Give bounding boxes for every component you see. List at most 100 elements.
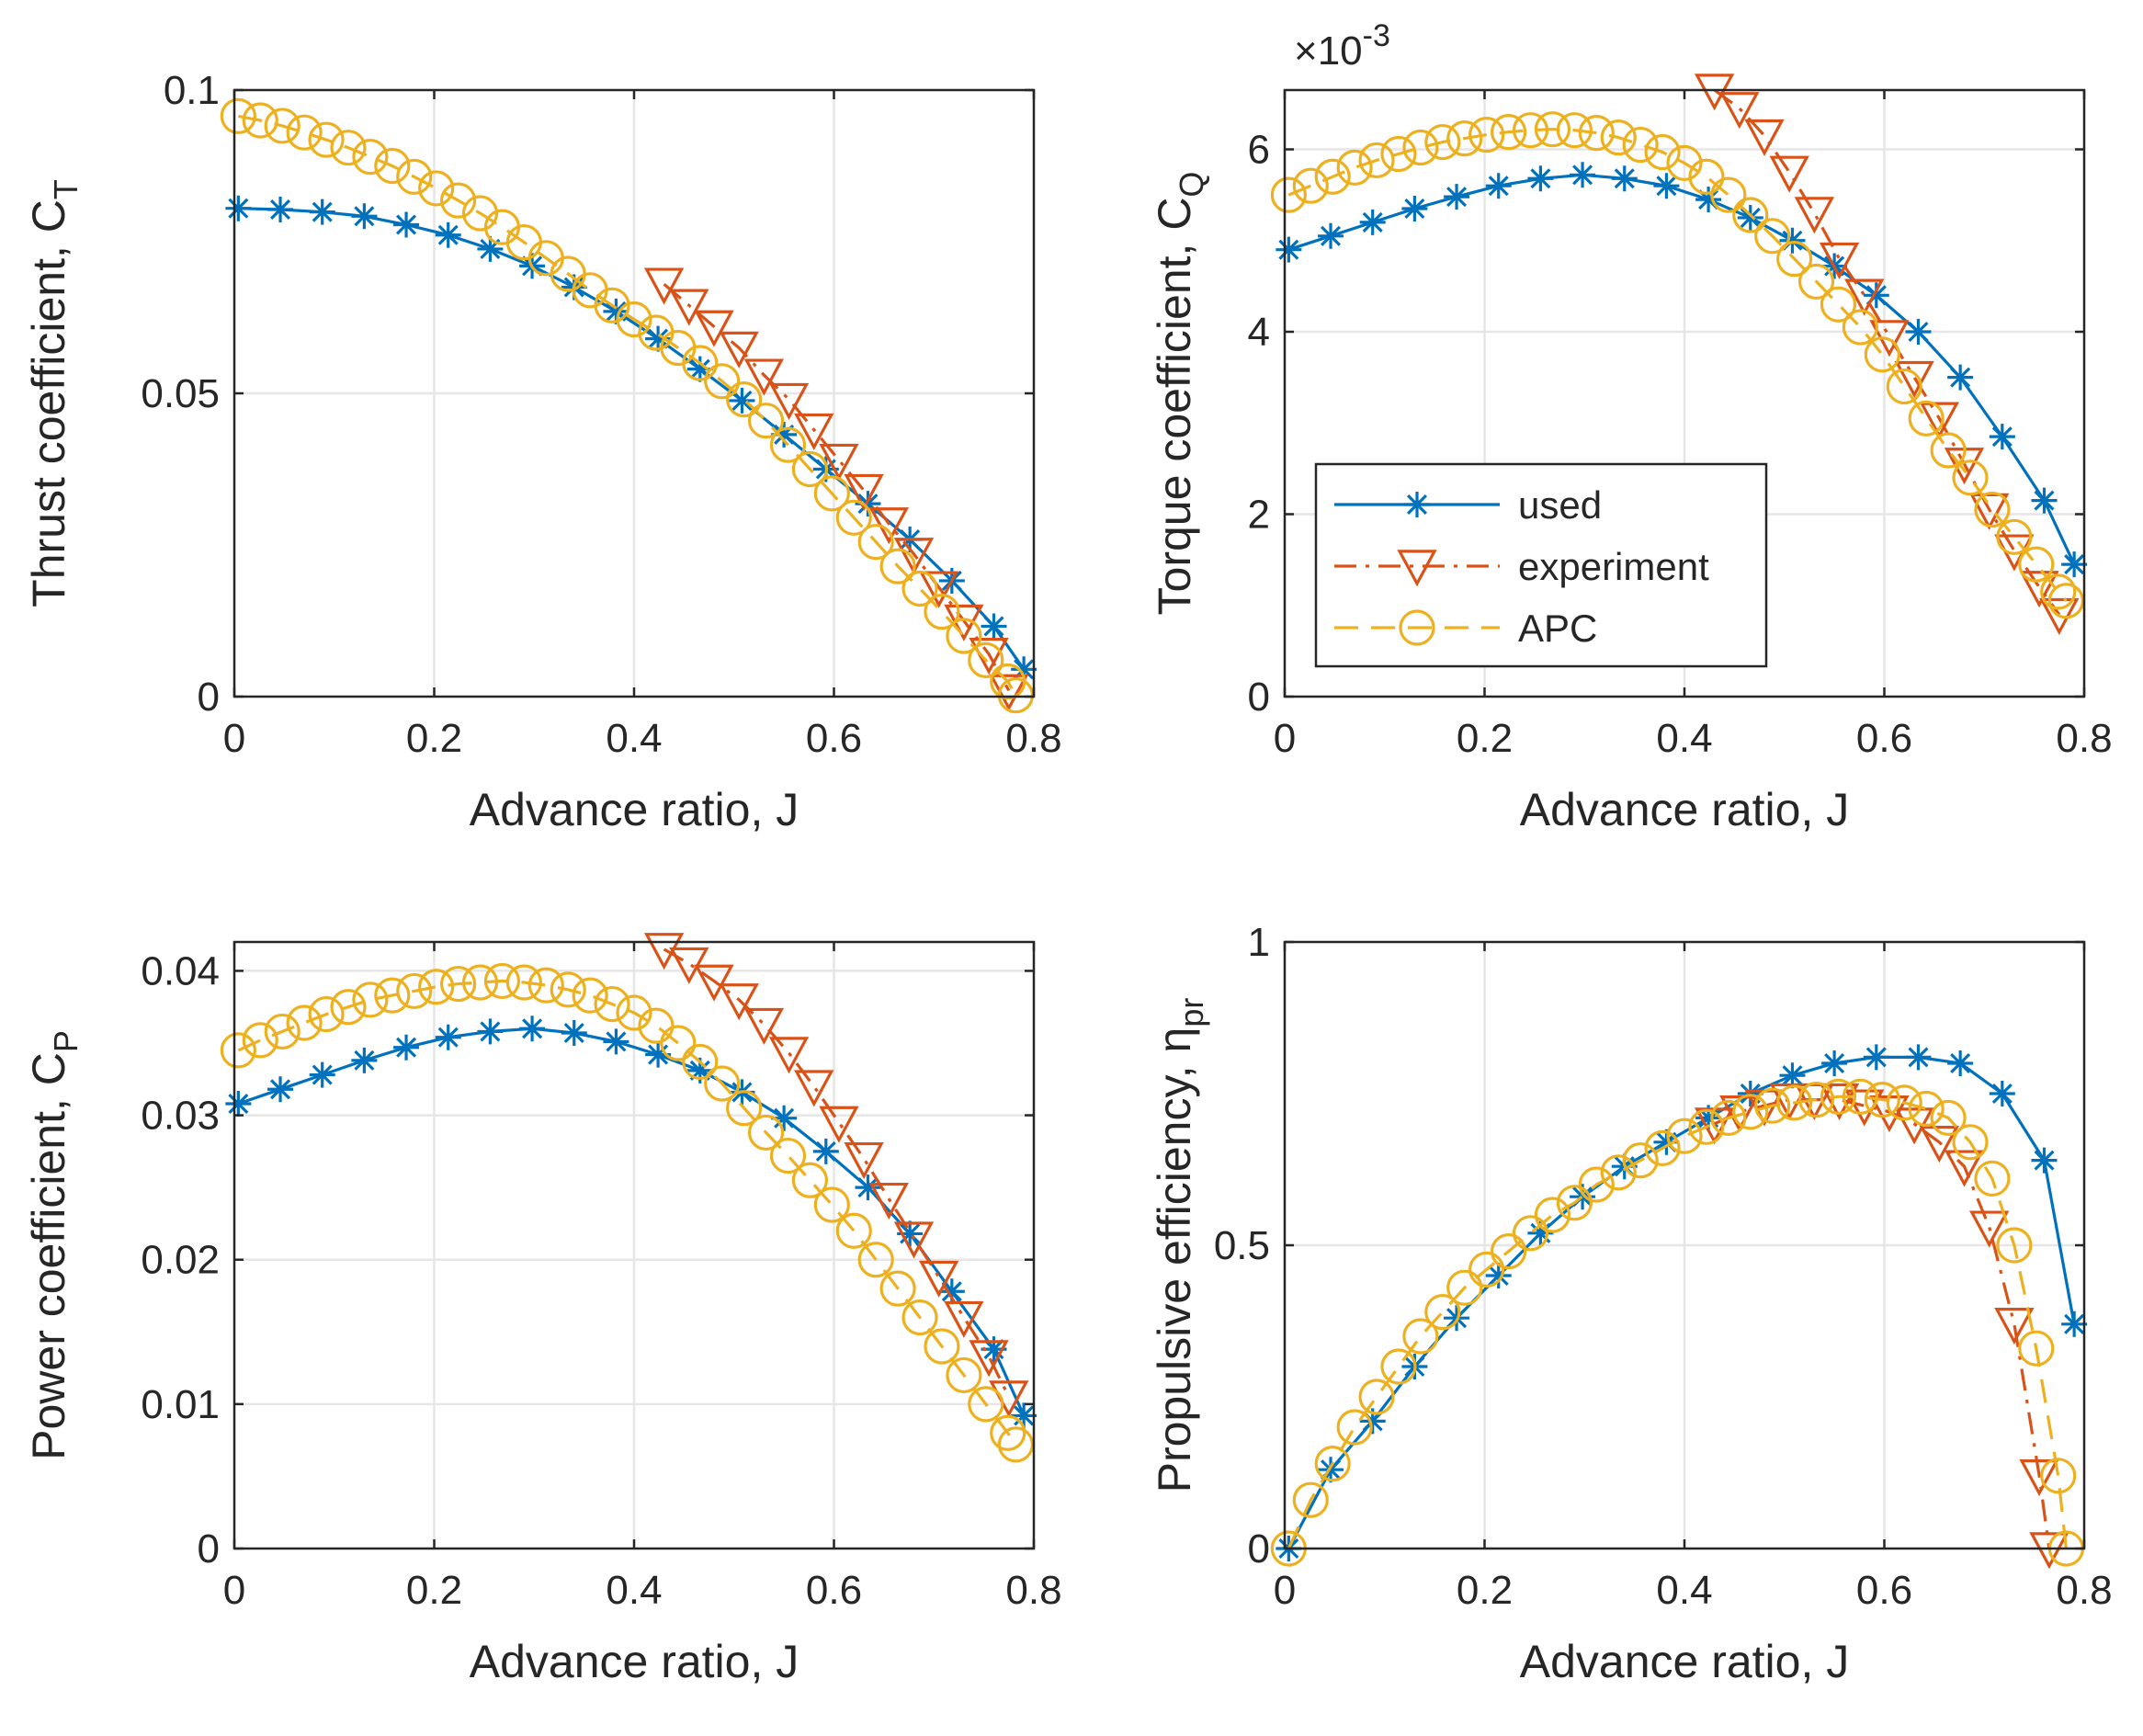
efficiency-used-point (1527, 1220, 1554, 1246)
panel-thrust: 0 0.2 0.4 0.6 0.8 0 0.05 0.1 Advance ratio, J Thr… (23, 68, 1062, 835)
efficiency-used-point-shape (2061, 1311, 2088, 1337)
power-APC-point-shape (791, 1162, 829, 1198)
torque-APC-point (1292, 167, 1329, 204)
power-experiment-point (969, 1340, 1009, 1378)
torque-exponent-power: -3 (1363, 18, 1390, 53)
thrust-APC-point-shape (857, 524, 894, 561)
efficiency-xlabel: Advance ratio, J (1520, 1636, 1850, 1687)
power-APC-point-shape (747, 1114, 785, 1152)
torque-used-point (1989, 424, 2015, 450)
power-experiment-point-shape (694, 964, 734, 1002)
torque-APC-point (1996, 518, 2033, 555)
efficiency-APC-point-shape (1336, 1409, 1373, 1446)
efficiency-APC-point-shape (2040, 1458, 2077, 1494)
power-APC-point-shape (572, 977, 608, 1014)
torque-used-point (1318, 222, 1344, 249)
torque-experiment-point-shape (1719, 92, 1760, 130)
power-APC-point-shape (616, 994, 652, 1031)
efficiency-experiment-point (1944, 1150, 1985, 1187)
efficiency-APC-point-shape (1886, 1084, 1922, 1121)
power-used-point-shape (351, 1047, 378, 1073)
thrust-APC-point (682, 345, 719, 381)
efficiency-used-point (1653, 1129, 1680, 1155)
power-APC-point-shape (924, 1328, 960, 1365)
power-APC-point-shape (682, 1043, 719, 1081)
torque-experiment-point-shape (1769, 155, 1809, 193)
power-APC-point (968, 1386, 1004, 1423)
power-APC-point-shape (968, 1386, 1004, 1423)
torque-APC-point-shape (1908, 400, 1945, 437)
torque-APC-point-shape (1534, 111, 1571, 148)
torque-used-point (1401, 196, 1428, 222)
thrust-APC-point-shape (330, 130, 367, 166)
panel-power: 0 0.2 0.4 0.6 0.8 0 0.01 0.02 0.03 0.04 Advance ra… (23, 933, 1062, 1687)
power-APC-point (616, 994, 652, 1031)
torque-experiment-point (1769, 155, 1809, 193)
power-APC-point-shape (638, 1007, 675, 1044)
torque-APC-point (1644, 133, 1681, 171)
power-APC-point-shape (242, 1022, 278, 1059)
thrust-APC-point (901, 570, 938, 607)
power-experiment-point (819, 1106, 859, 1143)
thrust-APC-point-shape (682, 345, 719, 381)
thrust-used-point (267, 197, 294, 223)
efficiency-APC-point-shape (1952, 1124, 1989, 1161)
thrust-APC-point-shape (220, 97, 256, 134)
power-used-point-shape (393, 1034, 420, 1061)
power-APC-point (747, 1114, 785, 1152)
power-APC-point-shape (769, 1137, 807, 1174)
torque-APC-point (1666, 144, 1703, 181)
efficiency-APC-point-shape (1776, 1084, 1813, 1121)
efficiency-APC-point-shape (1864, 1081, 1900, 1118)
power-APC-point-shape (550, 971, 586, 1008)
efficiency-APC-point (1952, 1124, 1989, 1161)
torque-APC-point-shape (1512, 112, 1549, 149)
thrust-APC-point (396, 158, 433, 195)
power-experiment-point-shape (893, 1221, 935, 1259)
torque-used-point (1737, 204, 1763, 231)
efficiency-used-point (1905, 1044, 1932, 1071)
power-APC-point-shape (660, 1025, 697, 1061)
efficiency-ytick-label: 0.5 (1214, 1223, 1270, 1268)
thrust-used-point (1011, 656, 1037, 683)
legend-label-APC: APC (1518, 607, 1597, 650)
thrust-used-point (771, 421, 798, 448)
power-used-point (938, 1278, 965, 1305)
efficiency-APC-point (1446, 1269, 1483, 1306)
power-experiment-point-shape (919, 1260, 959, 1298)
power-experiment-point-shape (719, 983, 759, 1021)
efficiency-used-point-shape (2031, 1147, 2058, 1174)
thrust-used-point-shape (855, 491, 881, 517)
thrust-APC-point (791, 450, 829, 488)
efficiency-used-point-shape (1737, 1081, 1763, 1106)
power-APC-point-shape (997, 1426, 1035, 1463)
power-ylabel: Power coefficient, CP (23, 1030, 85, 1460)
power-APC-point (286, 1004, 323, 1041)
power-APC-point-shape (901, 1299, 938, 1336)
efficiency-experiment-point (1969, 1210, 2010, 1248)
power-APC-point (638, 1007, 675, 1044)
thrust-experiment-point (893, 538, 935, 575)
power-APC-point-shape (857, 1242, 894, 1278)
torque-used-point-shape (1905, 319, 1932, 346)
thrust-ytick-label: 0 (198, 675, 220, 720)
efficiency-experiment-point (2029, 1532, 2069, 1570)
efficiency-series (1270, 1044, 2088, 1570)
thrust-used-point (351, 203, 378, 230)
torque-used-point-shape (1485, 173, 1512, 199)
power-experiment-point (743, 1007, 785, 1045)
legend-marker-APC-shape (1399, 609, 1435, 646)
torque-experiment-point-shape (1919, 402, 1959, 439)
torque-APC-point (1336, 149, 1373, 186)
efficiency-used-point-shape (1695, 1105, 1722, 1131)
efficiency-APC-point (1314, 1445, 1351, 1482)
thrust-APC-point (352, 139, 389, 176)
torque-APC-point (1556, 112, 1593, 149)
thrust-experiment-point-shape (768, 382, 810, 420)
torque-APC-point (2018, 546, 2055, 583)
efficiency-xtick-label: 0.4 (1656, 1568, 1712, 1613)
efficiency-APC-point (1600, 1154, 1637, 1191)
efficiency-APC-point-shape (1996, 1227, 2033, 1264)
thrust-APC-point-shape (461, 195, 499, 232)
efficiency-APC-point-shape (1490, 1232, 1527, 1270)
